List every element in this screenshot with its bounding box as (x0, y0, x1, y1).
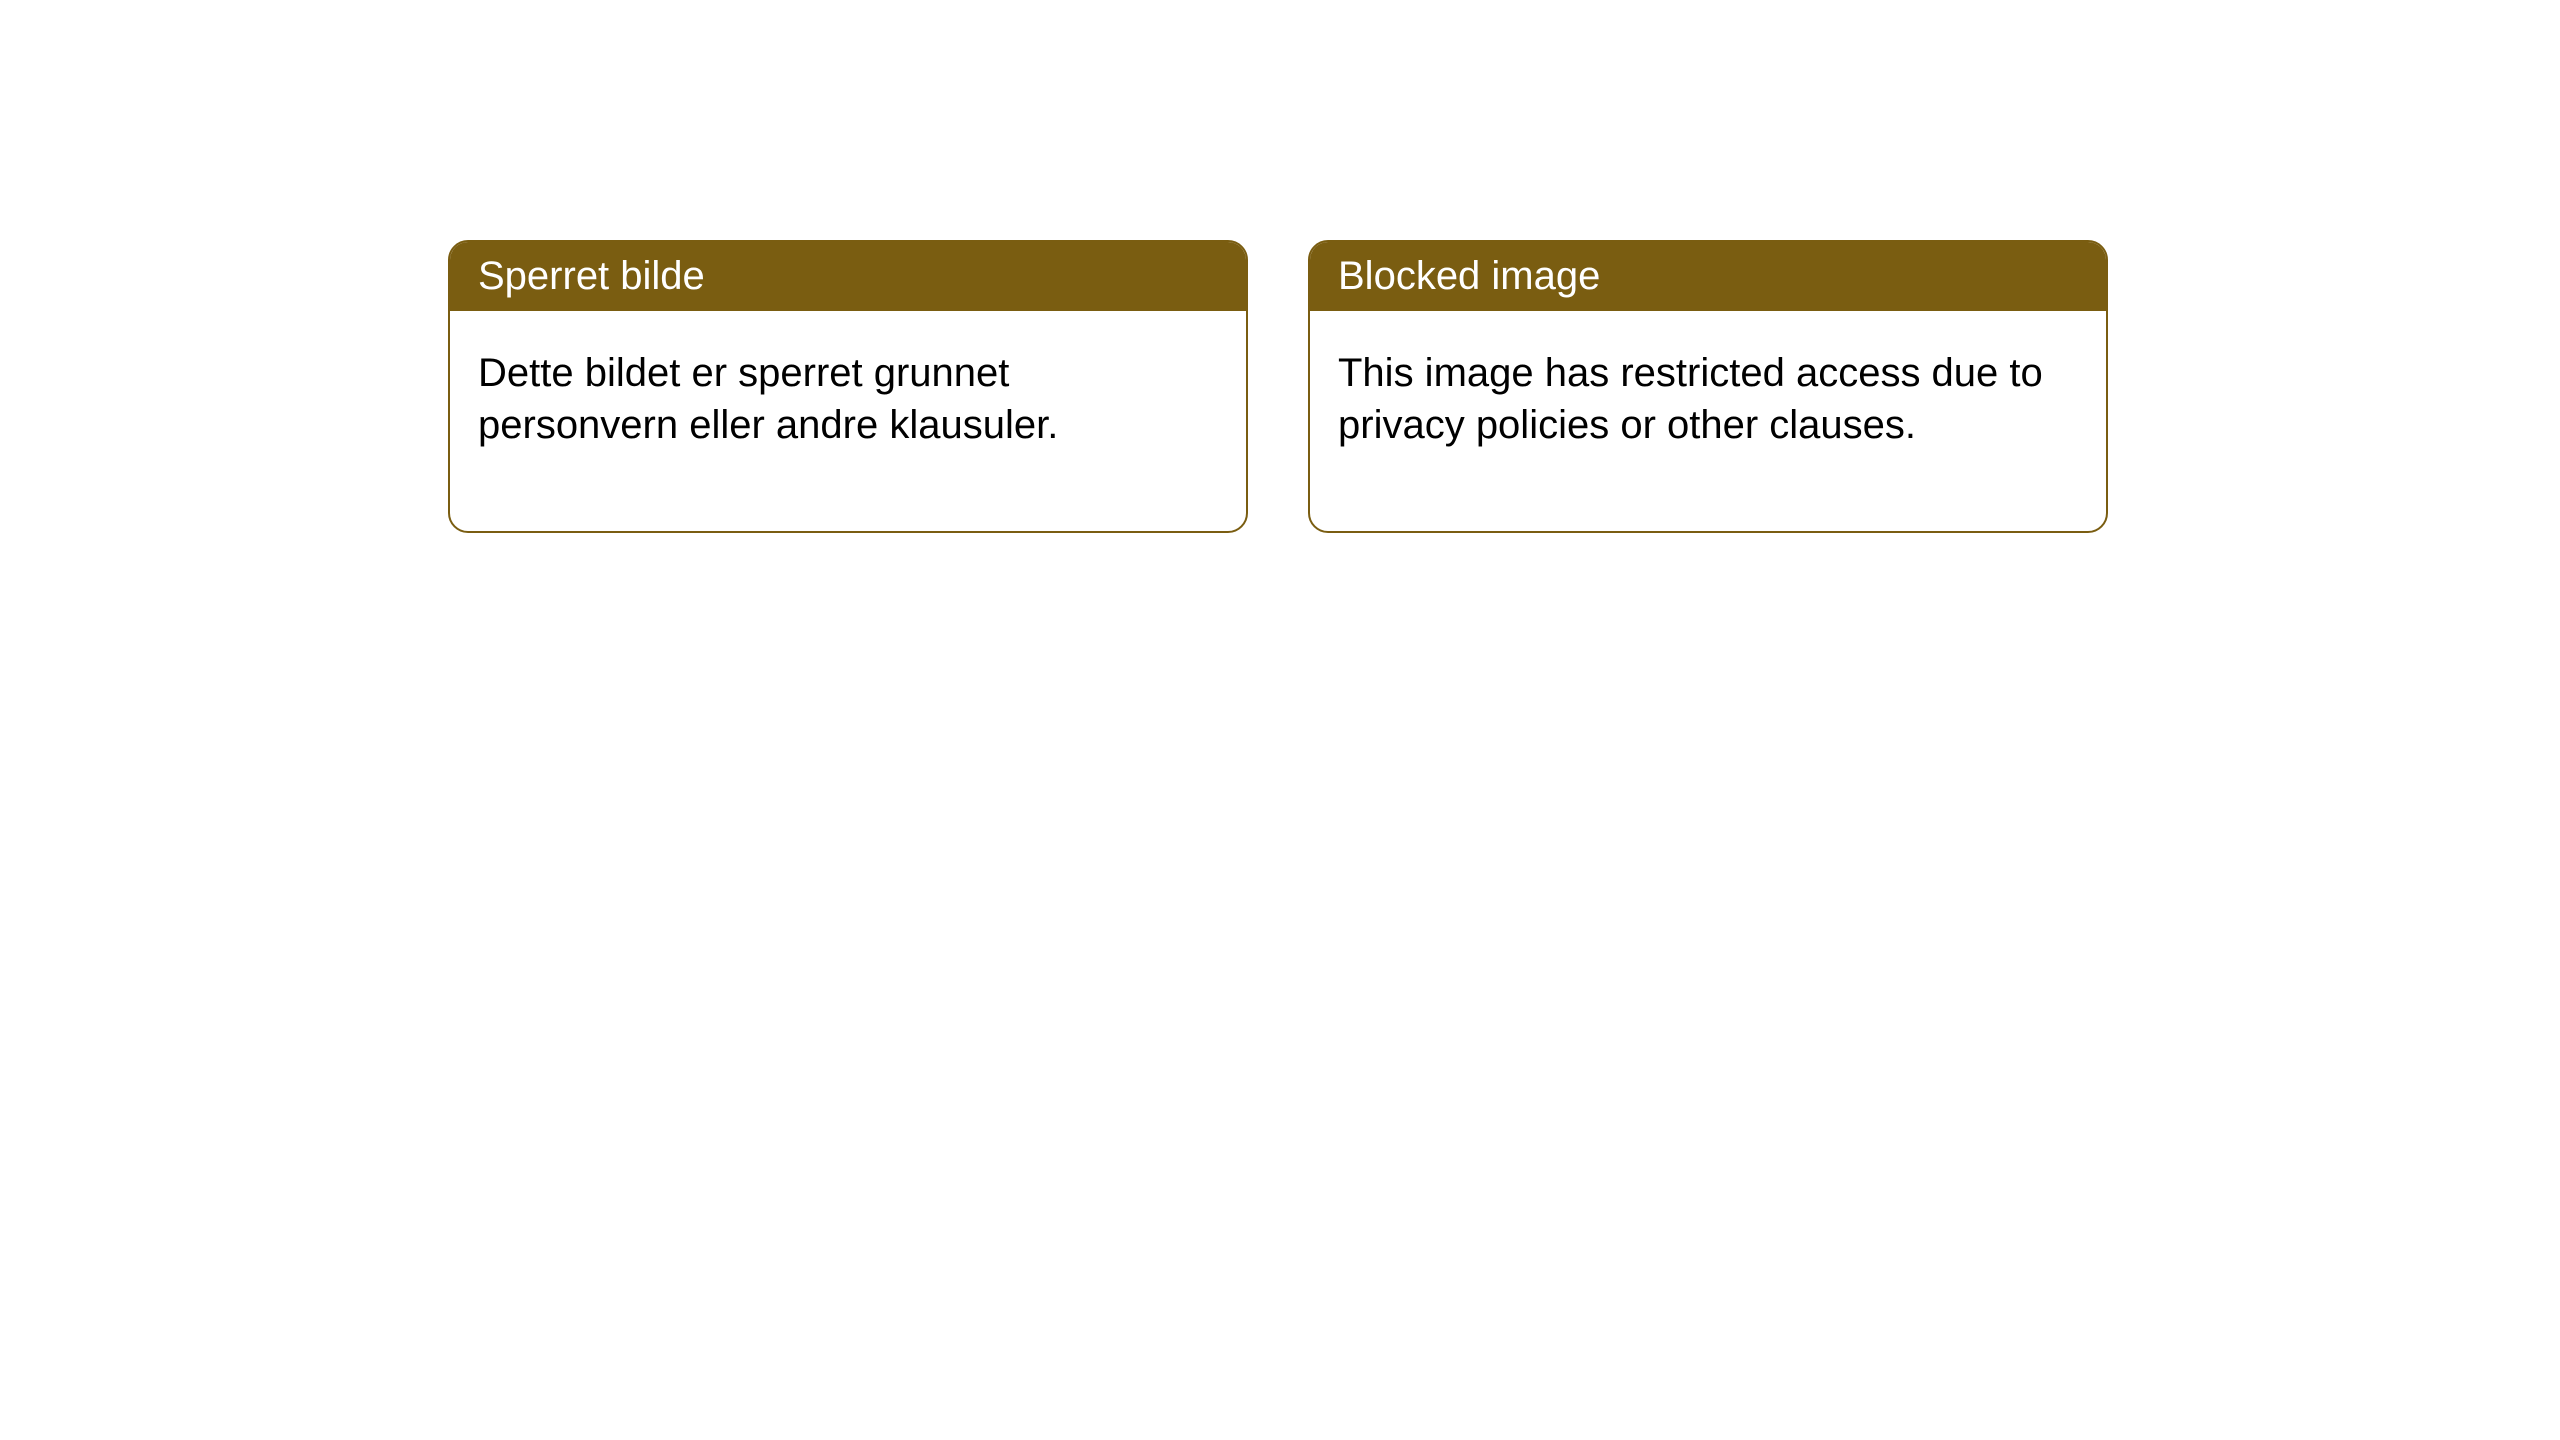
notice-container: Sperret bilde Dette bildet er sperret gr… (448, 240, 2108, 533)
notice-header-english: Blocked image (1310, 242, 2106, 311)
notice-card-english: Blocked image This image has restricted … (1308, 240, 2108, 533)
notice-card-norwegian: Sperret bilde Dette bildet er sperret gr… (448, 240, 1248, 533)
notice-body-norwegian: Dette bildet er sperret grunnet personve… (450, 311, 1246, 531)
notice-header-norwegian: Sperret bilde (450, 242, 1246, 311)
notice-body-english: This image has restricted access due to … (1310, 311, 2106, 531)
